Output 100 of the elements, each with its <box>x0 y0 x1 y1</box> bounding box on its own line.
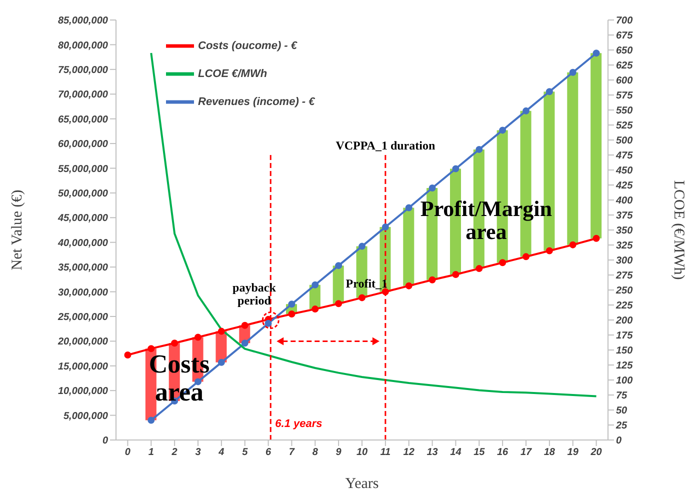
y2-tick-label: 625 <box>616 60 634 72</box>
point <box>405 282 412 290</box>
y2-axis-title: LCOE (€/MWh) <box>670 180 687 280</box>
y2-tick-label: 425 <box>615 180 634 192</box>
y2-tick-label: 125 <box>616 360 634 372</box>
x-axis-title: Years <box>345 476 379 492</box>
point <box>148 416 155 424</box>
annotation: 6.1 years <box>274 418 324 431</box>
point <box>569 68 576 76</box>
point <box>288 300 296 308</box>
y-tick-label: 10,000,000 <box>58 386 108 398</box>
y2-tick-label: 250 <box>615 286 634 297</box>
x-tick-label: 2 <box>170 447 178 458</box>
point <box>218 358 225 366</box>
y-tick-label: 75,000,000 <box>58 64 108 76</box>
y2-tick-label: 525 <box>616 120 634 132</box>
point <box>428 276 436 284</box>
x-tick-label: 16 <box>497 447 509 458</box>
y-tick-label: 45,000,000 <box>56 213 108 224</box>
y-tick-label: 65,000,000 <box>58 114 108 126</box>
y2-tick-label: 700 <box>616 16 634 27</box>
point <box>335 300 342 308</box>
point <box>218 328 225 335</box>
x-tick-label: 1 <box>148 447 154 458</box>
point <box>124 352 132 359</box>
x-tick-label: 19 <box>567 447 579 458</box>
point <box>499 259 506 266</box>
point <box>335 262 342 270</box>
point <box>241 322 248 329</box>
point <box>312 306 319 313</box>
x-tick-label: 5 <box>242 447 248 458</box>
x-tick-label: 20 <box>590 447 602 458</box>
point <box>194 334 202 341</box>
x-tick-label: 13 <box>426 447 438 458</box>
bar <box>567 72 578 245</box>
point <box>148 345 155 352</box>
y-tick-label: 5,000,000 <box>64 410 108 422</box>
point <box>428 184 436 192</box>
annotation: payback period <box>232 280 277 308</box>
y-tick-label: 55,000,000 <box>58 164 108 175</box>
x-tick-label: 0 <box>124 447 131 458</box>
point <box>312 281 319 288</box>
y2-tick-label: 100 <box>616 376 634 387</box>
y2-tick-label: 75 <box>616 390 628 402</box>
x-tick-label: 3 <box>195 447 202 458</box>
point <box>592 50 600 57</box>
point <box>522 107 530 114</box>
y2-tick-label: 225 <box>615 300 634 312</box>
y2-tick-label: 275 <box>615 270 634 282</box>
point <box>546 247 553 254</box>
point <box>452 270 460 278</box>
y-axis-title: Net Value (€) <box>9 190 26 270</box>
y2-tick-label: 475 <box>615 150 634 162</box>
x-tick-label: 14 <box>450 447 462 458</box>
y2-tick-label: 550 <box>616 106 634 117</box>
y-tick-label: 50,000,000 <box>58 188 108 200</box>
y2-tick-label: 500 <box>616 136 634 147</box>
y-tick-label: 70,000,000 <box>58 90 108 101</box>
y-tick-label: 20,000,000 <box>56 336 108 348</box>
y-tick-label: 80,000,000 <box>58 40 108 52</box>
y-tick-label: 15,000,000 <box>58 361 108 372</box>
x-tick-label: 17 <box>520 447 532 458</box>
x-tick-label: 8 <box>312 447 318 458</box>
y-tick-label: 60,000,000 <box>58 139 108 150</box>
y2-tick-label: 575 <box>616 90 634 102</box>
legend-label: Revenues (income) - € <box>198 96 315 108</box>
legend-label: LCOE €/MWh <box>198 68 268 80</box>
point <box>358 294 366 302</box>
point <box>499 126 506 134</box>
point <box>569 241 576 248</box>
y2-tick-label: 400 <box>615 196 634 207</box>
y-tick-label: 35,000,000 <box>58 262 108 274</box>
x-tick-label: 9 <box>336 447 342 458</box>
y2-tick-label: 175 <box>616 330 634 342</box>
y2-tick-label: 50 <box>616 406 628 417</box>
y2-tick-label: 325 <box>616 240 634 252</box>
y-tick-label: 85,000,000 <box>58 16 108 27</box>
y2-tick-label: 675 <box>616 30 634 42</box>
x-tick-label: 6 <box>266 447 272 458</box>
point <box>476 146 483 153</box>
legend-label: Costs (oucome) - € <box>198 40 298 52</box>
ref-line-label: VCPPA_1 duration <box>336 138 436 152</box>
point <box>171 340 178 347</box>
point <box>452 165 460 172</box>
point <box>522 253 530 260</box>
point <box>382 224 389 231</box>
point <box>405 204 412 212</box>
point <box>476 265 483 272</box>
x-tick-label: 4 <box>218 447 225 458</box>
y2-tick-label: 0 <box>616 436 622 447</box>
y-tick-label: 25,000,000 <box>56 312 108 324</box>
y-tick-label: 0 <box>102 436 108 447</box>
y-tick-label: 30,000,000 <box>58 287 108 298</box>
y2-tick-label: 375 <box>616 210 634 222</box>
y2-tick-label: 200 <box>615 316 634 327</box>
y2-tick-label: 650 <box>616 46 634 57</box>
point <box>546 88 553 96</box>
y2-tick-label: 450 <box>615 166 634 177</box>
point <box>358 242 366 250</box>
point <box>592 234 600 242</box>
